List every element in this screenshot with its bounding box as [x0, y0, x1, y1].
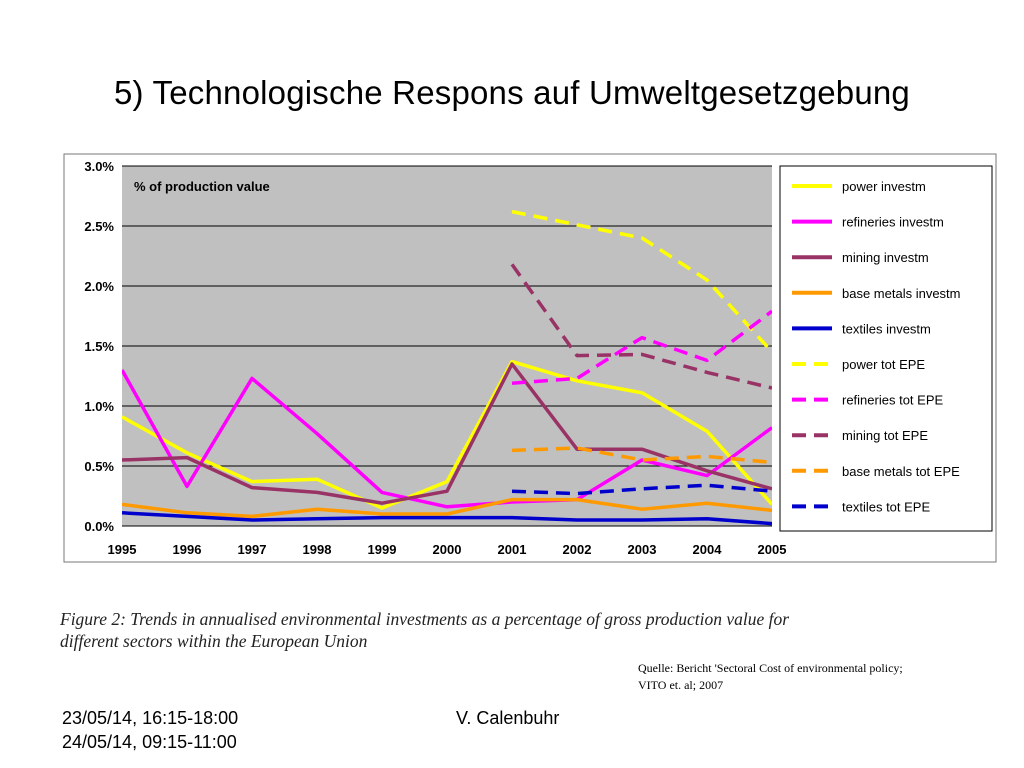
y-tick-label: 0.0% — [84, 519, 114, 534]
x-tick-label: 1996 — [173, 542, 202, 557]
x-tick-label: 2005 — [758, 542, 787, 557]
series-lines — [122, 209, 772, 526]
y-tick-label: 2.0% — [84, 279, 114, 294]
y-tick-label: 3.0% — [84, 159, 114, 174]
series-line-textiles-investm — [122, 511, 772, 526]
footer-date-1: 23/05/14, 16:15-18:00 — [62, 708, 239, 728]
x-tick-label: 1995 — [108, 542, 137, 557]
x-tick-label: 1999 — [368, 542, 397, 557]
caption-line-1: Figure 2: Trends in annualised environme… — [60, 609, 790, 629]
series-line-power-investm — [122, 359, 772, 510]
series-line-refineries-investm — [122, 369, 772, 509]
legend-label: textiles tot EPE — [842, 499, 930, 514]
y-tick-label: 2.5% — [84, 219, 114, 234]
legend-label: base metals tot EPE — [842, 464, 960, 479]
source-line-2: VITO et. al; 2007 — [638, 678, 724, 692]
legend-label: refineries tot EPE — [842, 393, 943, 408]
y-tick-label: 1.0% — [84, 399, 114, 414]
y-tick-label: 1.5% — [84, 339, 114, 354]
slide-title: 5) Technologische Respons auf Umweltgese… — [114, 74, 910, 111]
line-chart: 0.0%0.5%1.0%1.5%2.0%2.5%3.0% 1995 1996 199… — [63, 153, 997, 563]
legend-label: textiles investm — [842, 321, 931, 336]
x-tick-label: 2000 — [433, 542, 462, 557]
legend-label: power tot EPE — [842, 357, 925, 372]
legend-label: refineries investm — [842, 215, 944, 230]
legend-label: mining investm — [842, 250, 929, 265]
x-tick-label: 2004 — [693, 542, 723, 557]
y-annotation: % of production value — [134, 179, 270, 194]
x-tick-label: 2002 — [563, 542, 592, 557]
legend-label: base metals investm — [842, 286, 961, 301]
series-line-power-tot-EPE — [511, 209, 772, 354]
footer-date-2: 24/05/14, 09:15-11:00 — [62, 732, 237, 752]
series-line-mining-investm — [122, 362, 772, 505]
legend: power investm refineries investm mining in… — [792, 179, 961, 514]
x-tick-labels: 1995 1996 1997 1998 1999 2000 2001 2002 2003 2004… — [108, 542, 787, 557]
caption-line-2: different sectors within the European Un… — [60, 631, 368, 651]
x-tick-label: 2003 — [628, 542, 657, 557]
source-note: Quelle: Bericht 'Sectoral Cost of enviro… — [638, 660, 998, 694]
x-tick-label: 1997 — [238, 542, 267, 557]
footer-author: V. Calenbuhr — [456, 708, 560, 728]
y-tick-label: 0.5% — [84, 459, 114, 474]
x-tick-label: 2001 — [498, 542, 527, 557]
legend-label: power investm — [842, 179, 926, 194]
series-line-base-metals-investm — [122, 497, 772, 519]
x-tick-label: 1998 — [303, 542, 332, 557]
y-tick-labels: 0.0% 0.5% 1.0% 1.5% 2.0% 2.5% 3.0% — [84, 159, 114, 534]
legend-label: mining tot EPE — [842, 428, 928, 443]
series-line-mining-tot-EPE — [510, 263, 772, 390]
series-line-refineries-tot-EPE — [511, 309, 772, 385]
source-line-1: Quelle: Bericht 'Sectoral Cost of enviro… — [638, 661, 903, 675]
figure-caption: Figure 2: Trends in annualised environme… — [60, 608, 960, 652]
